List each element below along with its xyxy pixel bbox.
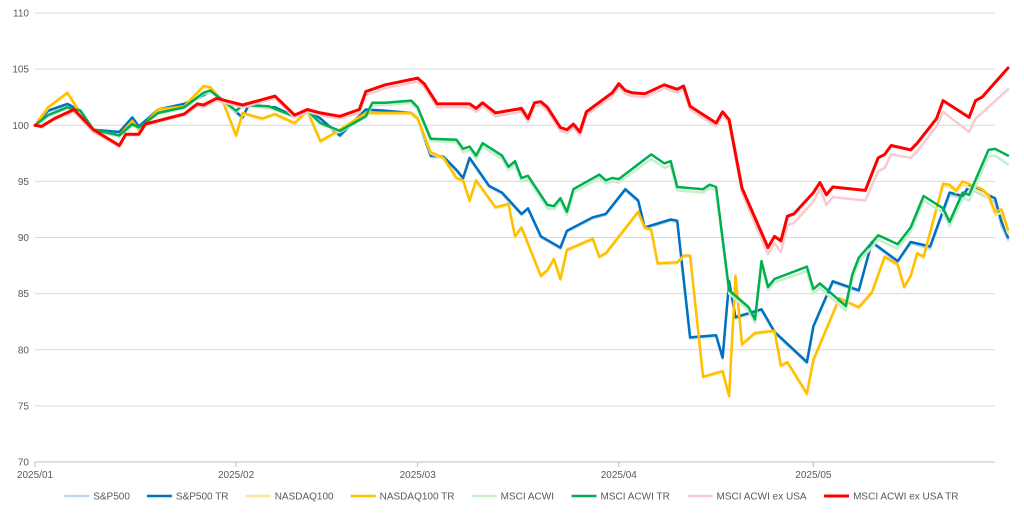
legend-item: MSCI ACWI ex USA TR: [824, 492, 958, 503]
series-line-4: [33, 90, 1010, 325]
x-tick-label: 2025/03: [400, 470, 437, 481]
x-tick-label: 2025/01: [17, 470, 54, 481]
series-line-7: [33, 66, 1010, 250]
legend-item: MSCI ACWI TR: [571, 492, 670, 503]
y-axis-ticks: 70 75 80 85 90 95 100 105 110: [12, 9, 29, 469]
legend-item: S&P500 TR: [146, 492, 229, 503]
y-tick-label: 90: [18, 233, 30, 244]
series-line-3: [33, 84, 1010, 398]
x-tick-label: 2025/04: [601, 470, 638, 481]
legend: S&P500 S&P500 TR NASDAQ100 NASDAQ100 TR MSCI…: [64, 492, 958, 503]
y-tick-label: 105: [12, 65, 29, 76]
legend-item: MSCI ACWI: [471, 492, 554, 503]
y-tick-label: 70: [18, 458, 30, 469]
legend-label: MSCI ACWI: [501, 492, 554, 503]
legend-item: NASDAQ100 TR: [350, 492, 455, 503]
y-tick-label: 80: [18, 345, 30, 356]
x-tick-label: 2025/05: [795, 470, 832, 481]
legend-item: S&P500: [64, 492, 130, 503]
legend-label: S&P500: [93, 492, 130, 503]
x-axis-ticks: 2025/01 2025/02 2025/03 2025/04 2025/05: [17, 462, 832, 481]
series-line-6: [33, 80, 1010, 256]
legend-label: MSCI ACWI ex USA: [717, 492, 807, 503]
legend-label: NASDAQ100 TR: [380, 492, 455, 503]
legend-label: MSCI ACWI TR: [601, 492, 670, 503]
series-lines: [33, 66, 1010, 399]
legend-label: MSCI ACWI ex USA TR: [853, 492, 958, 503]
legend-item: MSCI ACWI ex USA: [687, 492, 807, 503]
y-tick-label: 75: [18, 401, 30, 412]
y-tick-label: 95: [18, 177, 30, 188]
y-tick-label: 100: [12, 121, 29, 132]
series-line-2: [33, 85, 1010, 399]
y-tick-label: 110: [13, 9, 29, 20]
legend-label: S&P500 TR: [176, 492, 229, 503]
x-tick-label: 2025/02: [218, 470, 255, 481]
y-tick-label: 85: [18, 289, 30, 300]
series-line-5: [33, 89, 1010, 321]
legend-item: NASDAQ100: [245, 492, 334, 503]
legend-label: NASDAQ100: [275, 492, 334, 503]
